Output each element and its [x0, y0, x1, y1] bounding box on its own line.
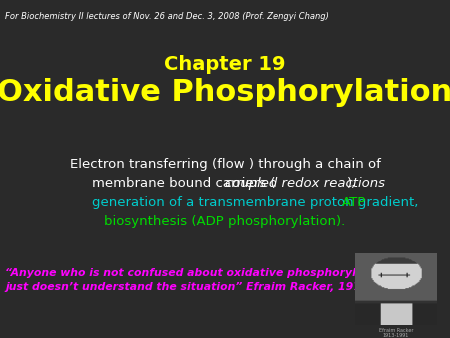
- Text: membrane bound carriers (: membrane bound carriers (: [93, 177, 276, 190]
- Text: coupled redox reactions: coupled redox reactions: [225, 177, 385, 190]
- Text: ATP: ATP: [342, 196, 366, 209]
- Text: just doesn’t understand the situation” Efraim Racker, 1970s: just doesn’t understand the situation” E…: [5, 282, 375, 292]
- Text: Efraim Racker
1913-1991: Efraim Racker 1913-1991: [379, 328, 413, 338]
- Text: For Biochemistry II lectures of Nov. 26 and Dec. 3, 2008 (Prof. Zengyi Chang): For Biochemistry II lectures of Nov. 26 …: [5, 12, 329, 21]
- Text: “Anyone who is not confused about oxidative phosphorylation: “Anyone who is not confused about oxidat…: [5, 268, 387, 278]
- Text: biosynthesis (ADP phosphorylation).: biosynthesis (ADP phosphorylation).: [104, 215, 346, 228]
- Text: Oxidative Phosphorylation: Oxidative Phosphorylation: [0, 78, 450, 107]
- Text: Electron transferring (flow ) through a chain of: Electron transferring (flow ) through a …: [70, 158, 380, 171]
- Text: Chapter 19: Chapter 19: [164, 55, 286, 74]
- Text: generation of a transmembrane proton gradient,: generation of a transmembrane proton gra…: [93, 196, 423, 209]
- Text: ),: ),: [347, 177, 356, 190]
